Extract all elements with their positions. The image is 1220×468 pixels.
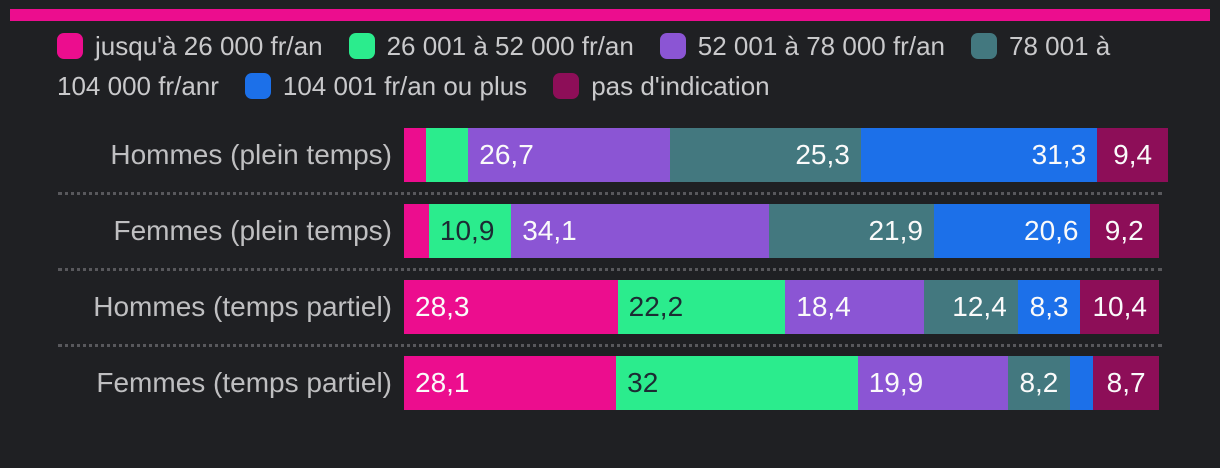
segment-value-label: 10,9: [439, 215, 495, 246]
bar-segment: [1069, 356, 1094, 410]
bar-segment: 34,1: [511, 204, 769, 258]
legend-swatch-icon: [348, 33, 375, 59]
bar-segment: 28,1: [404, 356, 617, 410]
legend-label: 78 001 à 104 000 fr/anr: [57, 31, 1111, 101]
segment-value-label: 34,1: [522, 215, 577, 246]
bar-segment: 21,9: [768, 204, 934, 258]
segment-value-label: 9,2: [1104, 215, 1144, 246]
bar-segment: 18,4: [785, 280, 925, 334]
legend-swatch-icon: [553, 73, 580, 99]
bar-row: Hommes (plein temps) 26,7 25,3 31,3 9,4: [0, 128, 1220, 182]
bar-segment: 19,9: [857, 356, 1008, 410]
stacked-bar: 10,9 34,1 21,9 20,6 9,2: [404, 204, 1159, 258]
legend-label: 52 001 à 78 000 fr/an: [697, 31, 945, 61]
segment-value-label: 20,6: [1024, 215, 1079, 246]
category-label: Femmes (temps partiel): [96, 367, 392, 398]
segment-value-label: 10,4: [1092, 291, 1147, 322]
bar-segment: 10,4: [1080, 280, 1159, 334]
row-separator: [58, 344, 1162, 347]
bar-row: Hommes (temps partiel) 28,3 22,2 18,4 12,4 8,…: [0, 280, 1220, 334]
bar-segment: 28,3: [404, 280, 618, 334]
legend-item: jusqu'à 26 000 fr/an: [57, 31, 323, 61]
bar-row: Femmes (plein temps) 10,9 34,1 21,9 20,6 9,2: [0, 204, 1220, 258]
stacked-bar: 26,7 25,3 31,3 9,4: [404, 128, 1169, 182]
row-separator: [58, 268, 1162, 271]
bar-segment: [404, 204, 429, 258]
legend-item: 26 001 à 52 000 fr/an: [348, 31, 634, 61]
legend-label: jusqu'à 26 000 fr/an: [95, 31, 323, 61]
segment-value-label: 21,9: [868, 215, 923, 246]
segment-value-label: 8,7: [1106, 367, 1146, 398]
chart-legend: jusqu'à 26 000 fr/an 26 001 à 52 000 fr/a…: [57, 26, 1137, 106]
bar-segment: 9,2: [1089, 204, 1159, 258]
legend-label: 26 001 à 52 000 fr/an: [386, 31, 634, 61]
bar-row: Femmes (temps partiel) 28,1 32 19,9 8,2 8,7: [0, 356, 1220, 410]
bar-segment: 8,2: [1007, 356, 1070, 410]
bar-segment: 31,3: [860, 128, 1098, 182]
segment-value-label: 22,2: [628, 291, 684, 322]
stacked-bar: 28,1 32 19,9 8,2 8,7: [404, 356, 1159, 410]
segment-value-label: 25,3: [795, 139, 850, 170]
segment-value-label: 28,1: [415, 367, 470, 398]
legend-item: 78 001 à 104 000 fr/anr: [57, 31, 1110, 101]
category-label: Hommes (plein temps): [110, 139, 392, 170]
legend-label: 104 001 fr/an ou plus: [282, 71, 528, 101]
segment-value-label: 8,3: [1029, 291, 1069, 322]
category-label: Femmes (plein temps): [113, 215, 392, 246]
segment-value-label: 28,3: [415, 291, 470, 322]
segment-value-label: 26,7: [479, 139, 534, 170]
segment-value-label: 32: [627, 367, 659, 398]
bar-segment: 26,7: [468, 128, 670, 182]
segment-value-label: 18,4: [796, 291, 851, 322]
row-separator: [58, 192, 1162, 195]
bar-segment: 20,6: [933, 204, 1090, 258]
stacked-bar: 28,3 22,2 18,4 12,4 8,3 10,4: [404, 280, 1159, 334]
legend-item: 52 001 à 78 000 fr/an: [659, 31, 945, 61]
segment-value-label: 19,9: [868, 367, 924, 398]
legend-swatch-icon: [659, 33, 686, 59]
segment-value-label: 8,2: [1019, 367, 1059, 398]
category-label: Hommes (temps partiel): [93, 291, 392, 322]
segment-value-label: 9,4: [1113, 139, 1153, 170]
bar-segment: 32: [616, 356, 858, 410]
bar-segment: 9,4: [1097, 128, 1169, 182]
segment-value-label: 31,3: [1031, 139, 1087, 170]
legend-swatch-icon: [244, 73, 271, 99]
bar-segment: [404, 128, 426, 182]
legend-label: pas d'indication: [591, 71, 770, 101]
bar-segment: 25,3: [669, 128, 861, 182]
bar-segment: 8,7: [1093, 356, 1159, 410]
bar-segment: 8,3: [1017, 280, 1081, 334]
bar-segment: 12,4: [924, 280, 1018, 334]
bar-segment: 22,2: [617, 280, 786, 334]
legend-item: pas d'indication: [553, 71, 770, 101]
legend-swatch-icon: [970, 33, 997, 59]
legend-swatch-icon: [57, 33, 83, 59]
accent-band: [10, 9, 1210, 21]
bar-segment: 10,9: [428, 204, 512, 258]
legend-item: 104 001 fr/an ou plus: [244, 71, 528, 101]
segment-value-label: 12,4: [952, 291, 1007, 322]
bar-segment: [426, 128, 469, 182]
